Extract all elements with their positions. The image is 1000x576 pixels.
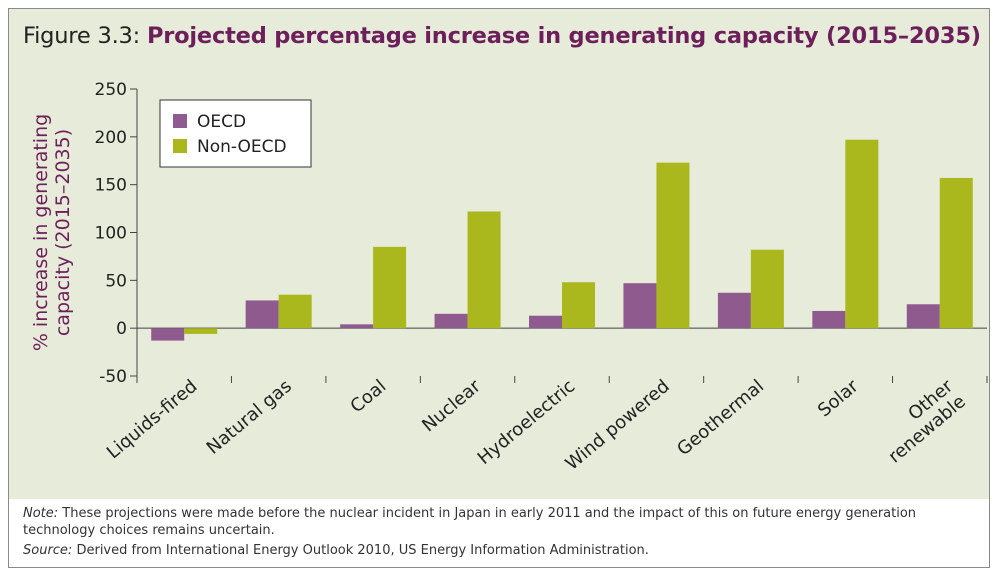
y-tick-label: -50 bbox=[99, 367, 127, 387]
x-tick-label-line: Natural gas bbox=[203, 376, 296, 459]
y-tick-label: 250 bbox=[95, 80, 127, 100]
x-tick-label-line: Solar bbox=[814, 375, 863, 421]
bar-non-oecd-hydroelectric bbox=[562, 282, 595, 329]
bar-non-oecd-geothermal bbox=[750, 249, 784, 329]
bar-non-oecd-liquids-fired bbox=[184, 328, 218, 334]
legend-swatch-oecd bbox=[173, 114, 187, 128]
note-paragraph: Note: These projections were made before… bbox=[23, 505, 975, 539]
note-label: Note: bbox=[23, 506, 59, 521]
bar-oecd-geothermal bbox=[717, 292, 751, 329]
x-tick-label: Natural gas bbox=[203, 376, 296, 459]
bar-non-oecd-other-renewable bbox=[939, 177, 973, 329]
bar-non-oecd-nuclear bbox=[467, 211, 501, 329]
x-tick-label-line: Geothermal bbox=[673, 376, 768, 460]
y-tick-label: 0 bbox=[116, 319, 127, 339]
bar-oecd-nuclear bbox=[434, 313, 468, 329]
bar-oecd-wind-powered bbox=[623, 283, 657, 329]
bar-oecd-solar bbox=[812, 310, 846, 329]
y-tick-label: 200 bbox=[95, 128, 127, 148]
bar-oecd-natural-gas bbox=[245, 300, 279, 329]
legend-box bbox=[159, 99, 312, 168]
note-text: These projections were made before the n… bbox=[23, 506, 917, 538]
y-axis-label-line2: capacity (2015–2035) bbox=[52, 129, 74, 336]
x-tick-label-line: Coal bbox=[346, 376, 390, 418]
x-tick-label: Coal bbox=[346, 376, 390, 418]
bar-chart: -50 0 50 100 150 200 250 % increase in generati… bbox=[30, 80, 988, 475]
bar-oecd-hydroelectric bbox=[529, 315, 562, 329]
figure-frame: Figure 3.3: Projected percentage increas… bbox=[8, 8, 990, 568]
figure-number: Figure 3.3: bbox=[23, 23, 141, 49]
x-tick-label: Solar bbox=[814, 375, 863, 421]
bar-oecd-other-renewable bbox=[906, 304, 940, 329]
y-tick-label: 50 bbox=[105, 271, 127, 291]
x-tick-label-line: Wind powered bbox=[562, 376, 674, 475]
bar-non-oecd-natural-gas bbox=[278, 294, 312, 329]
x-tick-label-line: Liquids-fired bbox=[103, 376, 202, 463]
legend-swatch-non-oecd bbox=[173, 139, 187, 153]
x-tick-label: Geothermal bbox=[673, 376, 768, 460]
source-text: Derived from International Energy Outloo… bbox=[72, 543, 649, 558]
figure-notes: Note: These projections were made before… bbox=[23, 505, 975, 562]
x-tick-label: Otherrenewable bbox=[872, 375, 971, 467]
x-tick-label: Hydroelectric bbox=[474, 376, 579, 469]
y-tick-label: 100 bbox=[95, 224, 127, 244]
x-tick-label-line: Hydroelectric bbox=[474, 376, 579, 469]
bar-oecd-liquids-fired bbox=[151, 328, 185, 341]
source-paragraph: Source: Derived from International Energ… bbox=[23, 542, 975, 559]
legend-label-oecd: OECD bbox=[197, 112, 246, 132]
figure-title: Figure 3.3: Projected percentage increas… bbox=[23, 23, 981, 49]
bar-oecd-coal bbox=[340, 324, 374, 329]
bar-non-oecd-coal bbox=[373, 246, 407, 329]
y-axis-label-line1: % increase in generating bbox=[30, 114, 52, 351]
x-tick-label: Liquids-fired bbox=[103, 376, 202, 463]
x-tick-label: Nuclear bbox=[418, 375, 485, 436]
x-tick-label: Wind powered bbox=[562, 376, 674, 475]
y-tick-label: 150 bbox=[95, 176, 127, 196]
figure-title-text: Projected percentage increase in generat… bbox=[146, 23, 981, 49]
bar-non-oecd-solar bbox=[845, 139, 879, 329]
x-tick-label-line: Nuclear bbox=[418, 375, 485, 436]
bar-non-oecd-wind-powered bbox=[656, 162, 690, 329]
source-label: Source: bbox=[23, 543, 73, 558]
legend-label-non-oecd: Non-OECD bbox=[197, 137, 287, 157]
y-axis-label: % increase in generatingcapacity (2015–2… bbox=[30, 114, 74, 351]
